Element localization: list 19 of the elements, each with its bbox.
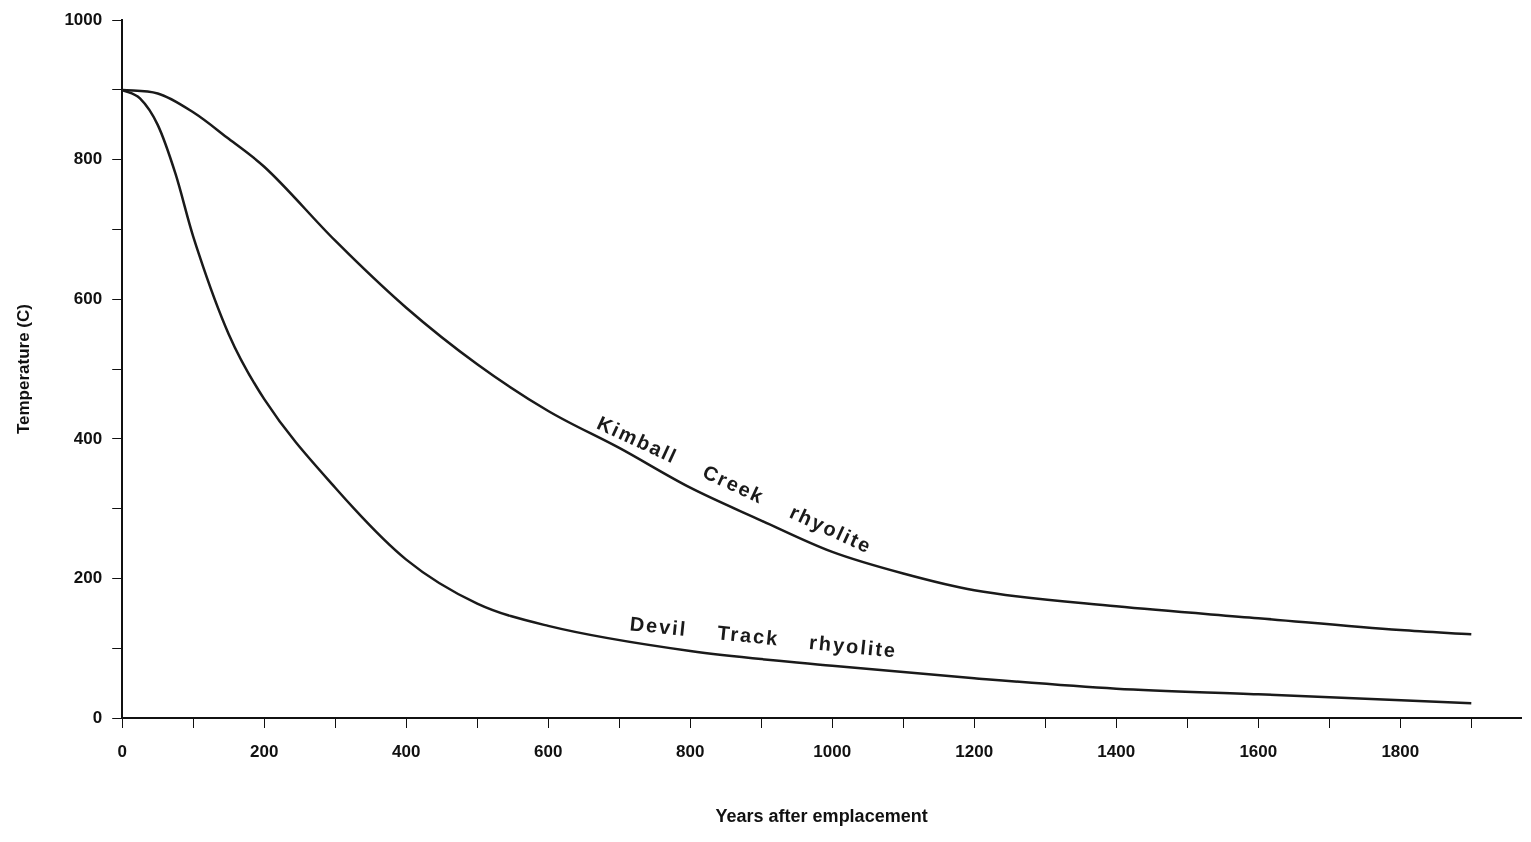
y-tick-label: 400: [73, 428, 103, 448]
x-tick-label: 200: [250, 741, 279, 761]
x-tick-label: 0: [117, 741, 127, 761]
x-tick-label: 600: [534, 741, 563, 761]
y-tick-label: 600: [73, 289, 103, 309]
x-tick-label: 800: [676, 741, 705, 761]
x-tick-label: 400: [392, 741, 421, 761]
y-tick-label: 200: [73, 568, 103, 588]
x-axis-title: Years after emplacement: [715, 806, 928, 827]
x-tick-label: 1000: [813, 741, 852, 761]
y-tick-label: 800: [73, 149, 103, 169]
y-tick-label: 1000: [64, 9, 103, 29]
text: Devil Track rhyolite: [628, 612, 899, 662]
y-axis-title: Temperature (C): [13, 304, 33, 435]
y-tick-label: 0: [92, 707, 103, 727]
x-tick-label: 1600: [1239, 741, 1278, 761]
x-tick-label: 1800: [1381, 741, 1420, 761]
x-tick-label: 1200: [955, 741, 994, 761]
x-tick-label: 1400: [1097, 741, 1136, 761]
